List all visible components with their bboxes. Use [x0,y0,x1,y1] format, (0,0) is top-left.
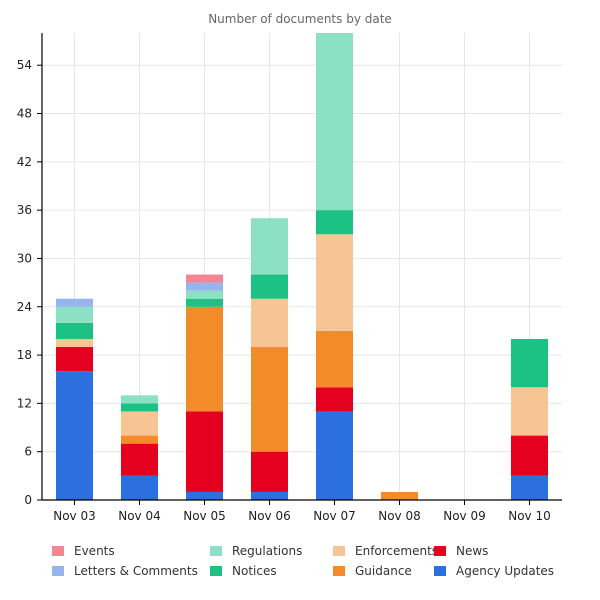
bar-segment [56,338,93,348]
legend-swatch [434,566,446,576]
legend-swatch [434,546,446,556]
axes: 0 6 12 18 24 30 36 42 48 54 Nov 03 Nov 04 Nov 05 Nov … [17,33,562,523]
bar-segment [121,443,158,476]
bar-segment [251,218,288,275]
y-tick-label: 18 [17,348,32,362]
y-tick-label: 24 [17,300,32,314]
bar-segment [251,451,288,492]
bar-segment [511,475,548,500]
legend-item[interactable]: Notices [210,564,277,578]
y-tick-label: 36 [17,203,32,217]
legend-item[interactable]: Letters & Comments [52,564,198,578]
bar-segment [316,210,353,235]
bar-segment [251,274,288,299]
bar-segment [511,338,548,388]
legend-swatch [210,566,222,576]
bar-segment [316,33,353,211]
x-tick-label: Nov 09 [443,509,486,523]
bar-segment [121,475,158,500]
bar-segment [381,491,418,500]
y-tick-label: 54 [17,58,32,72]
bar-segment [316,330,353,388]
legend-item[interactable]: Enforcements [333,544,438,558]
y-tick-label: 30 [17,251,32,265]
bar-segment [56,347,93,372]
bars [56,33,548,500]
bar-segment [121,403,158,412]
x-tick-label: Nov 06 [248,509,291,523]
y-tick-label: 42 [17,155,32,169]
bar-segment [121,395,158,404]
x-tick-label: Nov 04 [118,509,161,523]
legend-label: Enforcements [355,544,439,558]
bar-segment [316,387,353,412]
legend-label: Events [74,544,115,558]
legend-label: Guidance [355,564,412,578]
bar-segment [511,435,548,476]
bar-segment [186,411,223,492]
bar-segment [56,298,93,307]
bar-segment [251,347,288,452]
legend-swatch [52,546,64,556]
y-tick-label: 6 [24,445,32,459]
legend-swatch [333,546,345,556]
bar-segment [186,306,223,412]
legend-label: Letters & Comments [74,564,198,578]
bar-segment [316,234,353,331]
bar-segment [56,306,93,323]
bar-segment [251,491,288,500]
legend-swatch [210,546,222,556]
bar-segment [316,411,353,500]
legend-item[interactable]: Guidance [333,564,412,578]
bar-segment [186,298,223,307]
legend-label: Regulations [232,544,303,558]
bar-segment [186,491,223,500]
legend-swatch [333,566,345,576]
x-tick-label: Nov 10 [508,509,551,523]
x-tick-label: Nov 07 [313,509,356,523]
legend-label: News [456,544,489,558]
bar-segment [121,411,158,436]
gridlines [42,33,562,500]
bar-segment [251,298,288,348]
bar-segment [56,371,93,500]
x-tick-label: Nov 05 [183,509,226,523]
legend-item[interactable]: Regulations [210,544,302,558]
bar-segment [186,282,223,291]
stacked-bar-chart: 0 6 12 18 24 30 36 42 48 54 Nov 03 Nov 04 Nov 05 Nov … [17,33,562,523]
legend-swatch [52,566,64,576]
legend-label: Agency Updates [456,564,555,578]
y-tick-label: 48 [17,107,32,121]
x-tick-label: Nov 08 [378,509,421,523]
y-tick-label: 12 [17,396,32,410]
y-tick-label: 0 [24,493,32,507]
legend-label: Notices [232,564,277,578]
bar-segment [121,435,158,444]
legend-item[interactable]: Events [52,544,115,558]
chart-title: Number of documents by date [208,12,392,26]
bar-segment [186,290,223,299]
bar-segment [186,274,223,283]
legend-item[interactable]: Agency Updates [434,564,554,578]
bar-segment [511,387,548,436]
bar-segment [56,322,93,339]
x-tick-label: Nov 03 [53,509,96,523]
legend-item[interactable]: News [434,544,488,558]
